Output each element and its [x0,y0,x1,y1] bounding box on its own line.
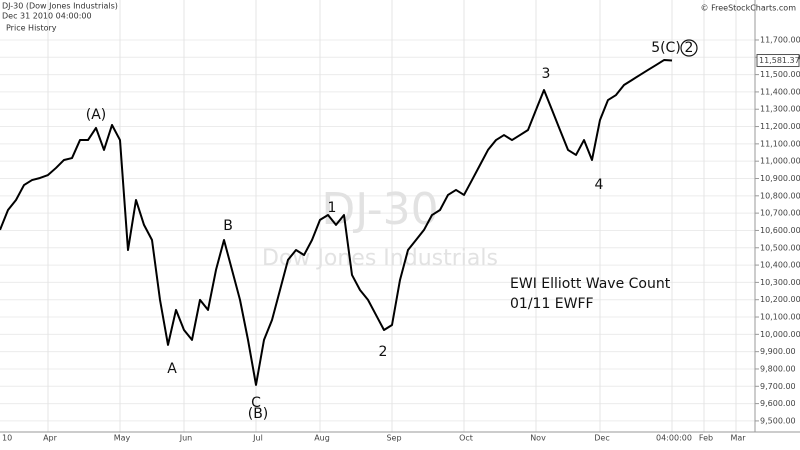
y-tick-label: 10,800.00 [760,191,800,200]
wave-label: A [167,361,177,377]
y-tick-label: 11,500.00 [760,70,800,79]
last-price-box [756,54,800,68]
copyright: © FreeStockCharts.com [701,4,797,13]
x-tick-label: May [114,434,131,443]
y-tick-label: 10,900.00 [760,174,800,183]
watermark-subtitle: Dow Jones Industrials [262,246,498,271]
note-line: 01/11 EWFF [510,296,594,312]
y-tick-label: 9,700.00 [760,382,796,391]
panel-label: Price History [6,24,57,33]
x-tick-label: 04:00:00 [656,434,692,443]
y-tick-label: 9,900.00 [760,347,796,356]
wave-label: 3 [542,66,551,82]
price-line [0,59,673,386]
wave-label: 5(C) [651,40,681,56]
y-tick-label: 11,200.00 [760,122,800,131]
x-tick-label: Feb [699,434,713,443]
y-tick-label: 11,300.00 [760,105,800,114]
wave-label: (B) [248,406,269,422]
y-tick-label: 10,600.00 [760,226,800,235]
x-tick-label: Nov [530,434,546,443]
y-tick-label: 10,000.00 [760,330,800,339]
y-tick-label: 10,500.00 [760,243,800,252]
y-tick-label: 10,200.00 [760,295,800,304]
chart-title: DJ-30 (Dow Jones Industrials) [2,2,118,11]
y-tick-label: 11,700.00 [760,35,800,44]
y-tick-label: 10,700.00 [760,209,800,218]
y-tick-label: 11,400.00 [760,87,800,96]
y-tick-label: 10,100.00 [760,313,800,322]
x-tick-label: Oct [459,434,473,443]
y-tick-label: 10,400.00 [760,261,800,270]
wave-label: 4 [595,177,604,193]
wave-label: 1 [328,200,337,216]
note-line: EWI Elliott Wave Count [510,276,671,292]
y-tick-label: 10,300.00 [760,278,800,287]
wave-label: B [223,218,233,234]
wave-label: 2 [685,40,694,56]
x-tick-label: Jul [252,434,263,443]
watermark: DJ-30 [321,184,438,235]
y-tick-label: 11,100.00 [760,139,800,148]
wave-label: 2 [379,344,388,360]
last-price-label: 11,581.37 [759,56,800,65]
grid [0,0,755,432]
wave-circle [680,39,698,57]
y-tick-label: 9,500.00 [760,416,796,425]
y-tick-label: 9,600.00 [760,399,796,408]
x-tick-label: Mar [730,434,746,443]
x-tick-label: Sep [386,434,401,443]
chart-subtitle: Dec 31 2010 04:00:00 [2,12,92,21]
x-tick-label: Dec [594,434,609,443]
x-tick-label: Jun [179,434,193,443]
y-tick-label: 9,800.00 [760,364,796,373]
x-tick-label: Aug [314,434,330,443]
y-tick-label: 11,000.00 [760,157,800,166]
wave-label: (A) [86,107,107,123]
x-tick-label: 10 [2,434,12,443]
x-tick-label: Apr [43,434,58,443]
wave-label: C [251,395,261,411]
